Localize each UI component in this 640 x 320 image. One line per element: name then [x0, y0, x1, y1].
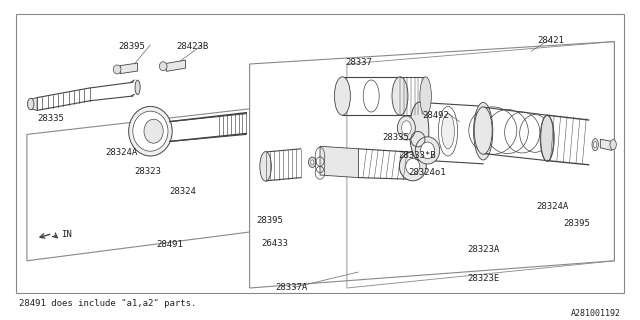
Text: 28323: 28323 — [134, 167, 161, 176]
Text: 28337: 28337 — [346, 58, 372, 67]
Ellipse shape — [402, 121, 412, 135]
Ellipse shape — [420, 77, 431, 115]
Ellipse shape — [28, 98, 34, 110]
Ellipse shape — [610, 140, 616, 150]
Text: IN: IN — [61, 230, 72, 239]
Text: 28395: 28395 — [563, 220, 590, 228]
Text: 28491 does include "a1,a2" parts.: 28491 does include "a1,a2" parts. — [19, 300, 196, 308]
Text: 28333*B: 28333*B — [398, 151, 436, 160]
Text: 28421: 28421 — [538, 36, 564, 44]
Text: 28395: 28395 — [256, 216, 283, 225]
Polygon shape — [600, 139, 612, 150]
Ellipse shape — [113, 65, 121, 74]
Ellipse shape — [133, 111, 168, 151]
Text: 28324o1: 28324o1 — [408, 168, 446, 177]
Ellipse shape — [399, 152, 426, 181]
Ellipse shape — [135, 80, 140, 95]
Ellipse shape — [410, 102, 429, 160]
Text: A281001192: A281001192 — [571, 309, 621, 318]
Text: 28491: 28491 — [157, 240, 184, 249]
Ellipse shape — [415, 137, 440, 164]
Ellipse shape — [392, 77, 408, 115]
Polygon shape — [320, 146, 358, 178]
Polygon shape — [120, 63, 138, 74]
Ellipse shape — [144, 119, 163, 143]
Ellipse shape — [592, 139, 598, 151]
Text: 28395: 28395 — [118, 42, 145, 51]
Ellipse shape — [474, 107, 492, 154]
Bar — [16, 14, 624, 293]
Ellipse shape — [474, 102, 493, 160]
Text: 28335: 28335 — [383, 133, 410, 142]
Text: 28323E: 28323E — [467, 274, 499, 283]
Polygon shape — [250, 42, 614, 288]
Ellipse shape — [442, 114, 454, 149]
Ellipse shape — [364, 80, 380, 112]
Polygon shape — [27, 109, 250, 261]
Ellipse shape — [406, 158, 420, 174]
Text: 28335: 28335 — [37, 114, 64, 123]
Text: 26433: 26433 — [261, 239, 288, 248]
Text: 28337A: 28337A — [275, 284, 307, 292]
Ellipse shape — [397, 116, 415, 140]
Polygon shape — [166, 60, 186, 71]
Ellipse shape — [129, 106, 172, 156]
Ellipse shape — [311, 160, 314, 165]
Text: 28324A: 28324A — [536, 202, 568, 211]
Text: 28324A: 28324A — [106, 148, 138, 156]
Ellipse shape — [308, 157, 316, 167]
Ellipse shape — [159, 62, 167, 71]
Ellipse shape — [594, 141, 597, 148]
Ellipse shape — [540, 116, 554, 161]
Text: 28324: 28324 — [170, 188, 196, 196]
Text: 28492: 28492 — [422, 111, 449, 120]
Ellipse shape — [334, 77, 351, 115]
Ellipse shape — [438, 106, 458, 156]
Ellipse shape — [260, 152, 271, 181]
Text: 28423B: 28423B — [176, 42, 208, 51]
Text: 28323A: 28323A — [467, 245, 499, 254]
Polygon shape — [31, 98, 37, 110]
Ellipse shape — [420, 142, 435, 159]
